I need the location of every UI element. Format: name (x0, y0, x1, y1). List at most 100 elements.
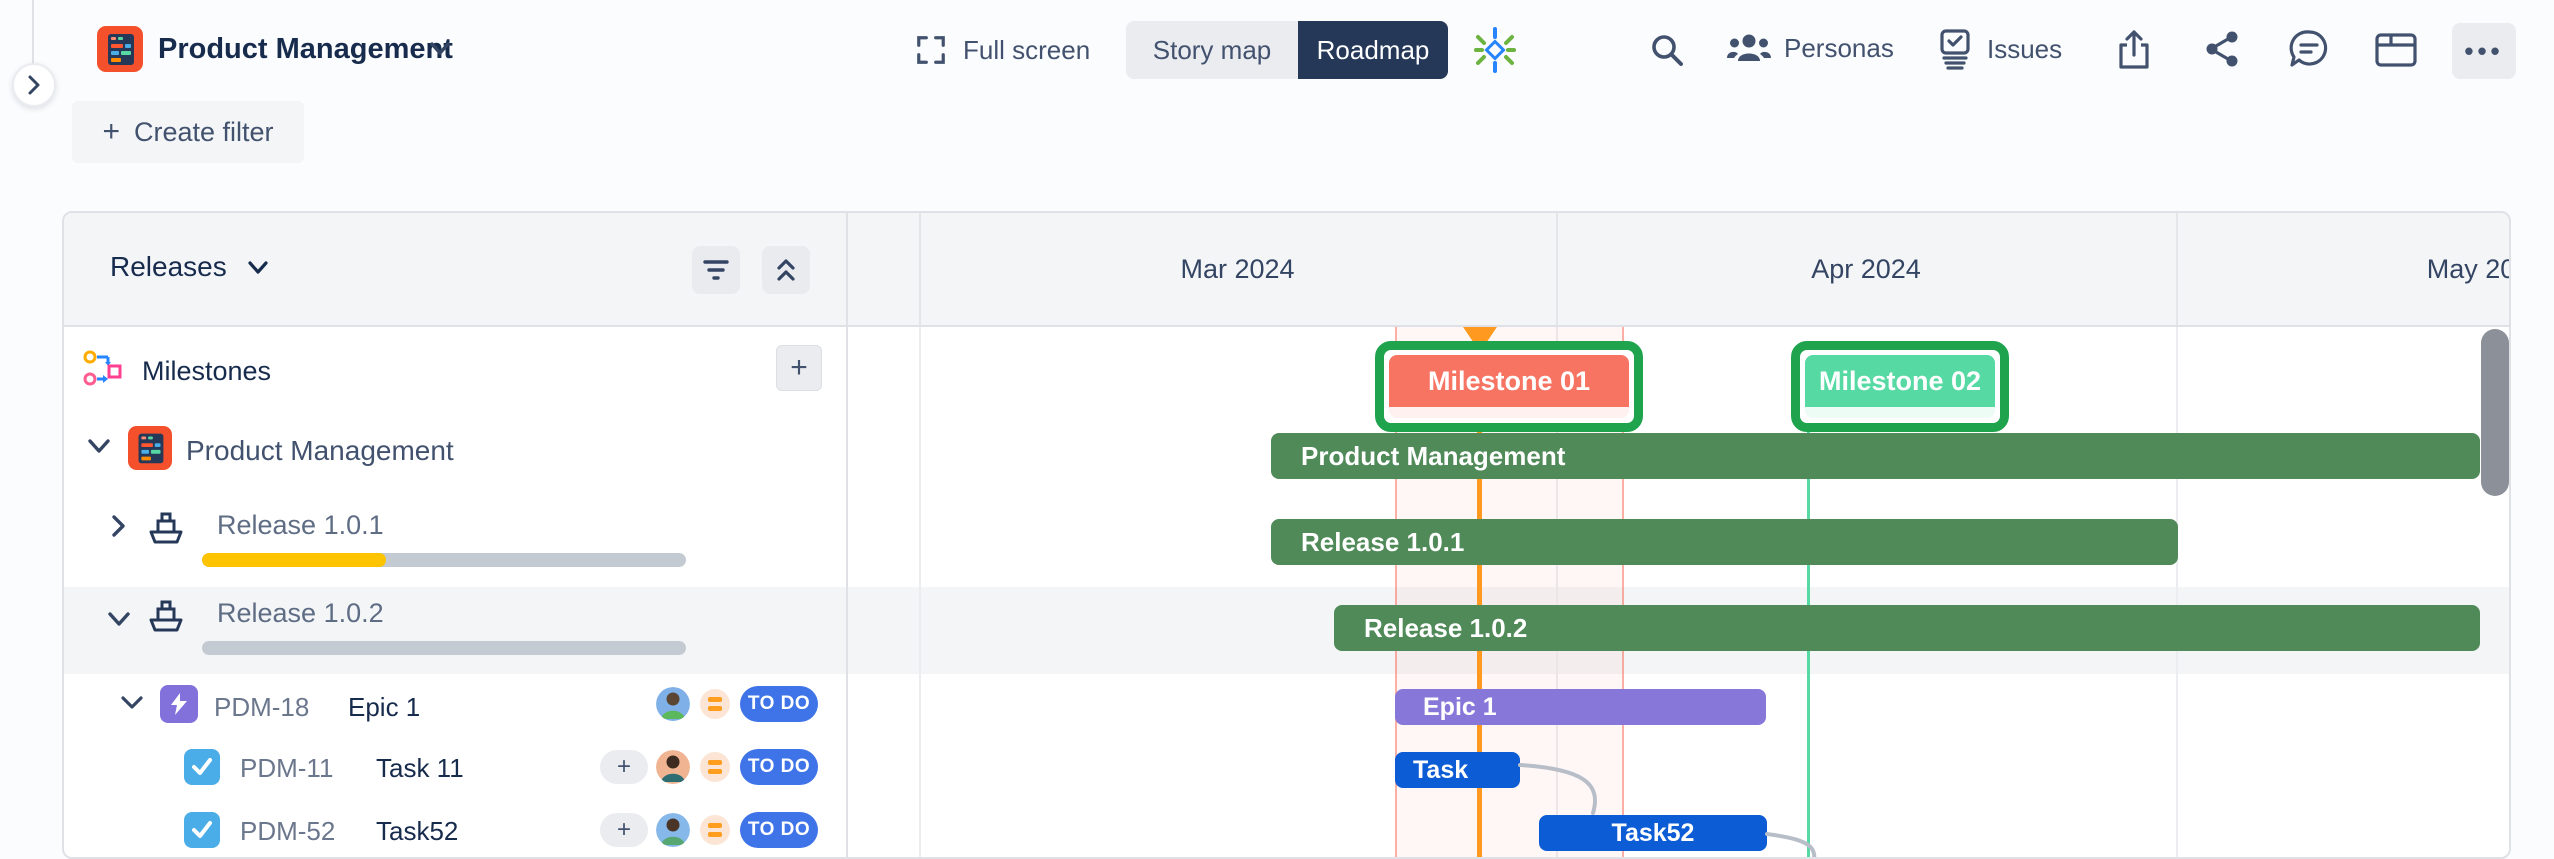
task52-add-button[interactable]: + (600, 813, 648, 847)
milestone-02-label: Milestone 02 (1818, 366, 1982, 396)
task11-title[interactable]: Task 11 (376, 753, 464, 783)
issues-label: Issues (1987, 33, 2063, 64)
release-ship-icon (144, 593, 188, 640)
export-button[interactable] (2115, 28, 2153, 75)
chevron-right-icon (28, 75, 40, 95)
release1-progress-fill (202, 553, 386, 567)
release1-expander[interactable] (110, 513, 127, 539)
task11-add-button[interactable]: + (600, 750, 648, 784)
project-switcher-chevron[interactable] (428, 41, 452, 62)
task-type-icon (184, 749, 220, 785)
comment-icon (2289, 30, 2328, 67)
milestones-label: Milestones (142, 356, 272, 386)
milestone-02-box: Milestone 02 (1805, 355, 1995, 418)
epic-type-icon (160, 685, 198, 723)
issues-icon (1940, 29, 1970, 70)
priority-medium-icon[interactable] (700, 815, 730, 845)
project-avatar[interactable] (97, 26, 143, 72)
filter-button[interactable] (692, 246, 740, 294)
add-milestone-button[interactable]: + (776, 345, 822, 391)
project-row-label[interactable]: Product Management (186, 435, 454, 466)
gantt-bar-release1[interactable]: Release 1.0.1 (1271, 519, 2178, 565)
priority-medium-icon[interactable] (700, 689, 730, 719)
search-button[interactable] (1648, 31, 1686, 74)
task11-status-badge[interactable]: TO DO (740, 749, 818, 785)
milestone-02[interactable]: Milestone 02 (1791, 341, 2009, 432)
milestone-02-track (1805, 407, 1995, 418)
share-icon (2206, 31, 2238, 67)
issues-button[interactable]: Issues (1936, 28, 2062, 70)
full-screen-button[interactable]: Full screen (915, 34, 1090, 66)
view-toggle: Story map Roadmap (1126, 21, 1448, 79)
more-actions-button[interactable]: ••• (2452, 23, 2516, 79)
month-label-apr: Apr 2024 (1811, 253, 1921, 284)
panel-divider[interactable] (846, 213, 848, 857)
timeline-header[interactable] (848, 213, 2509, 327)
task11-key[interactable]: PDM-11 (240, 753, 334, 783)
task52-assignee-avatar[interactable] (656, 813, 690, 847)
month-boundary (2176, 213, 2178, 325)
epic-key[interactable]: PDM-18 (214, 692, 310, 722)
filter-icon (703, 260, 729, 280)
sidebar-edge-line (32, 0, 34, 66)
sidebar-expand-button[interactable] (12, 63, 56, 107)
share-button[interactable] (2203, 29, 2241, 74)
task52-status-badge[interactable]: TO DO (740, 812, 818, 848)
milestone-01-box: Milestone 01 (1389, 355, 1629, 418)
fullscreen-icon (917, 36, 945, 64)
month-label-may: May 2024 (2426, 253, 2509, 284)
gantt-bar-release2[interactable]: Release 1.0.2 (1334, 605, 2480, 651)
plus-icon: + (790, 351, 808, 384)
month-gridline (1556, 327, 1558, 857)
epic-title[interactable]: Epic 1 (348, 692, 421, 722)
priority-medium-icon[interactable] (700, 752, 730, 782)
month-gridline (919, 327, 921, 857)
month-boundary (1556, 213, 1558, 325)
release2-expander[interactable] (106, 611, 132, 628)
project-row-expander[interactable] (86, 438, 112, 455)
gantt-bar-epic1[interactable]: Epic 1 (1395, 689, 1766, 725)
month-label-mar: Mar 2024 (1180, 253, 1295, 284)
full-screen-label: Full screen (963, 34, 1091, 65)
task52-key[interactable]: PDM-52 (240, 816, 336, 846)
month-boundary (919, 213, 921, 325)
task11-assignee-avatar[interactable] (656, 750, 690, 784)
left-panel-header: Releases (64, 213, 848, 327)
roadmap-panel: Releases Milestones (62, 211, 2511, 859)
release2-progress (202, 641, 686, 655)
gantt-bar-project[interactable]: Product Management (1271, 433, 2480, 479)
chevron-down-icon (88, 439, 110, 453)
personas-icon (1727, 34, 1771, 61)
personas-label: Personas (1784, 32, 1894, 63)
create-filter-label: Create filter (133, 116, 274, 147)
release-ship-icon (144, 505, 188, 552)
search-icon (1652, 35, 1683, 66)
milestone1-marker-line (1477, 332, 1482, 857)
tab-roadmap[interactable]: Roadmap (1298, 21, 1448, 79)
release1-name[interactable]: Release 1.0.1 (217, 510, 384, 540)
personas-button[interactable]: Personas (1727, 30, 1894, 66)
feedback-button[interactable] (2288, 28, 2330, 75)
milestone-01[interactable]: Milestone 01 (1375, 341, 1643, 432)
gantt-bar-task11[interactable]: Task (1395, 752, 1520, 788)
sparkle-logo-icon (1474, 27, 1516, 73)
chevron-down-icon (430, 42, 450, 55)
vertical-scrollbar-thumb[interactable] (2481, 329, 2509, 496)
epic-expander[interactable] (120, 695, 144, 711)
collapse-all-button[interactable] (762, 246, 810, 294)
gantt-bar-task52[interactable]: Task52 (1539, 815, 1767, 851)
browser-card-icon (2375, 33, 2417, 67)
epic-assignee-avatar[interactable] (656, 687, 690, 721)
create-filter-button[interactable]: + Create filter (72, 101, 304, 163)
release2-name[interactable]: Release 1.0.2 (217, 598, 384, 628)
task52-title[interactable]: Task52 (376, 816, 459, 846)
project-switcher-title[interactable]: Product Management (158, 33, 453, 65)
view-selector-dropdown[interactable]: Releases (110, 251, 269, 283)
board-view-button[interactable] (2374, 32, 2418, 73)
plugin-logo-button[interactable] (1470, 25, 1520, 80)
tab-story-map[interactable]: Story map (1126, 21, 1298, 79)
epic-status-badge[interactable]: TO DO (740, 686, 818, 722)
project-row-icon (128, 426, 172, 475)
project-logo-icon (97, 26, 143, 72)
month-gridline (2176, 327, 2178, 857)
